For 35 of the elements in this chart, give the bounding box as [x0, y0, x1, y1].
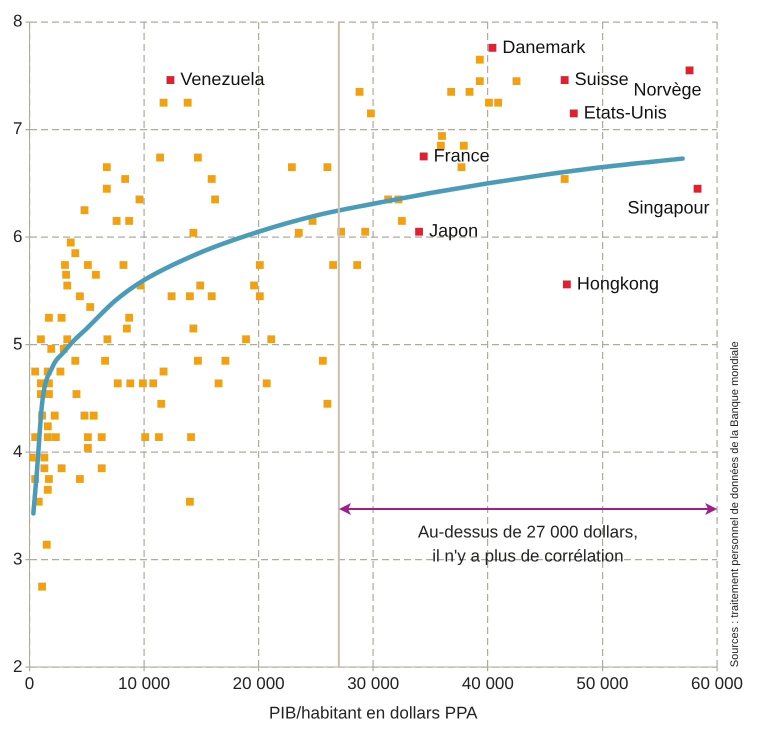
x-tick-label: 60 000	[691, 674, 743, 694]
point	[570, 110, 578, 118]
point	[694, 184, 702, 193]
y-tick-label: 4	[12, 442, 22, 461]
data-label: Singapour	[627, 198, 710, 218]
y-tick-label: 8	[12, 12, 22, 31]
point	[560, 76, 568, 84]
x-axis-title: PIB/habitant en dollars PPA	[268, 703, 478, 722]
x-tick-label: 20 000	[232, 674, 285, 694]
x-tick-label: 30 000	[347, 674, 400, 694]
source-note: Sources : traitement personnel de données de la Banque mondiale	[729, 341, 742, 668]
data-label: Venezuela	[180, 69, 266, 90]
x-tick-label: 40 000	[462, 674, 514, 694]
data-label: Japon	[429, 220, 478, 241]
point	[415, 228, 423, 236]
x-tick-label: 0	[24, 674, 34, 694]
y-tick-label: 6	[12, 226, 22, 246]
point	[488, 44, 496, 52]
point	[562, 280, 571, 288]
point	[686, 66, 694, 74]
annotation: Au-dessus de 27 000 dollars, il n'y a plus de corrélation	[418, 522, 638, 566]
data-label: Suisse	[574, 69, 629, 90]
x-tick-label: 10 000	[118, 674, 170, 694]
data-label: Hongkong	[576, 273, 659, 294]
x-tick-label: 50 000	[576, 674, 628, 694]
data-label: Etats-Unis	[584, 102, 667, 122]
data-label: Norvège	[633, 79, 702, 100]
point	[166, 76, 174, 84]
point	[420, 152, 428, 160]
data-label: France	[434, 145, 490, 166]
y-tick-label: 3	[12, 549, 22, 568]
y-tick-label: 5	[12, 334, 22, 354]
y-tick-label: 2	[12, 656, 22, 676]
y-tick-label: 7	[12, 119, 22, 138]
data-label: Danemark	[502, 36, 586, 57]
